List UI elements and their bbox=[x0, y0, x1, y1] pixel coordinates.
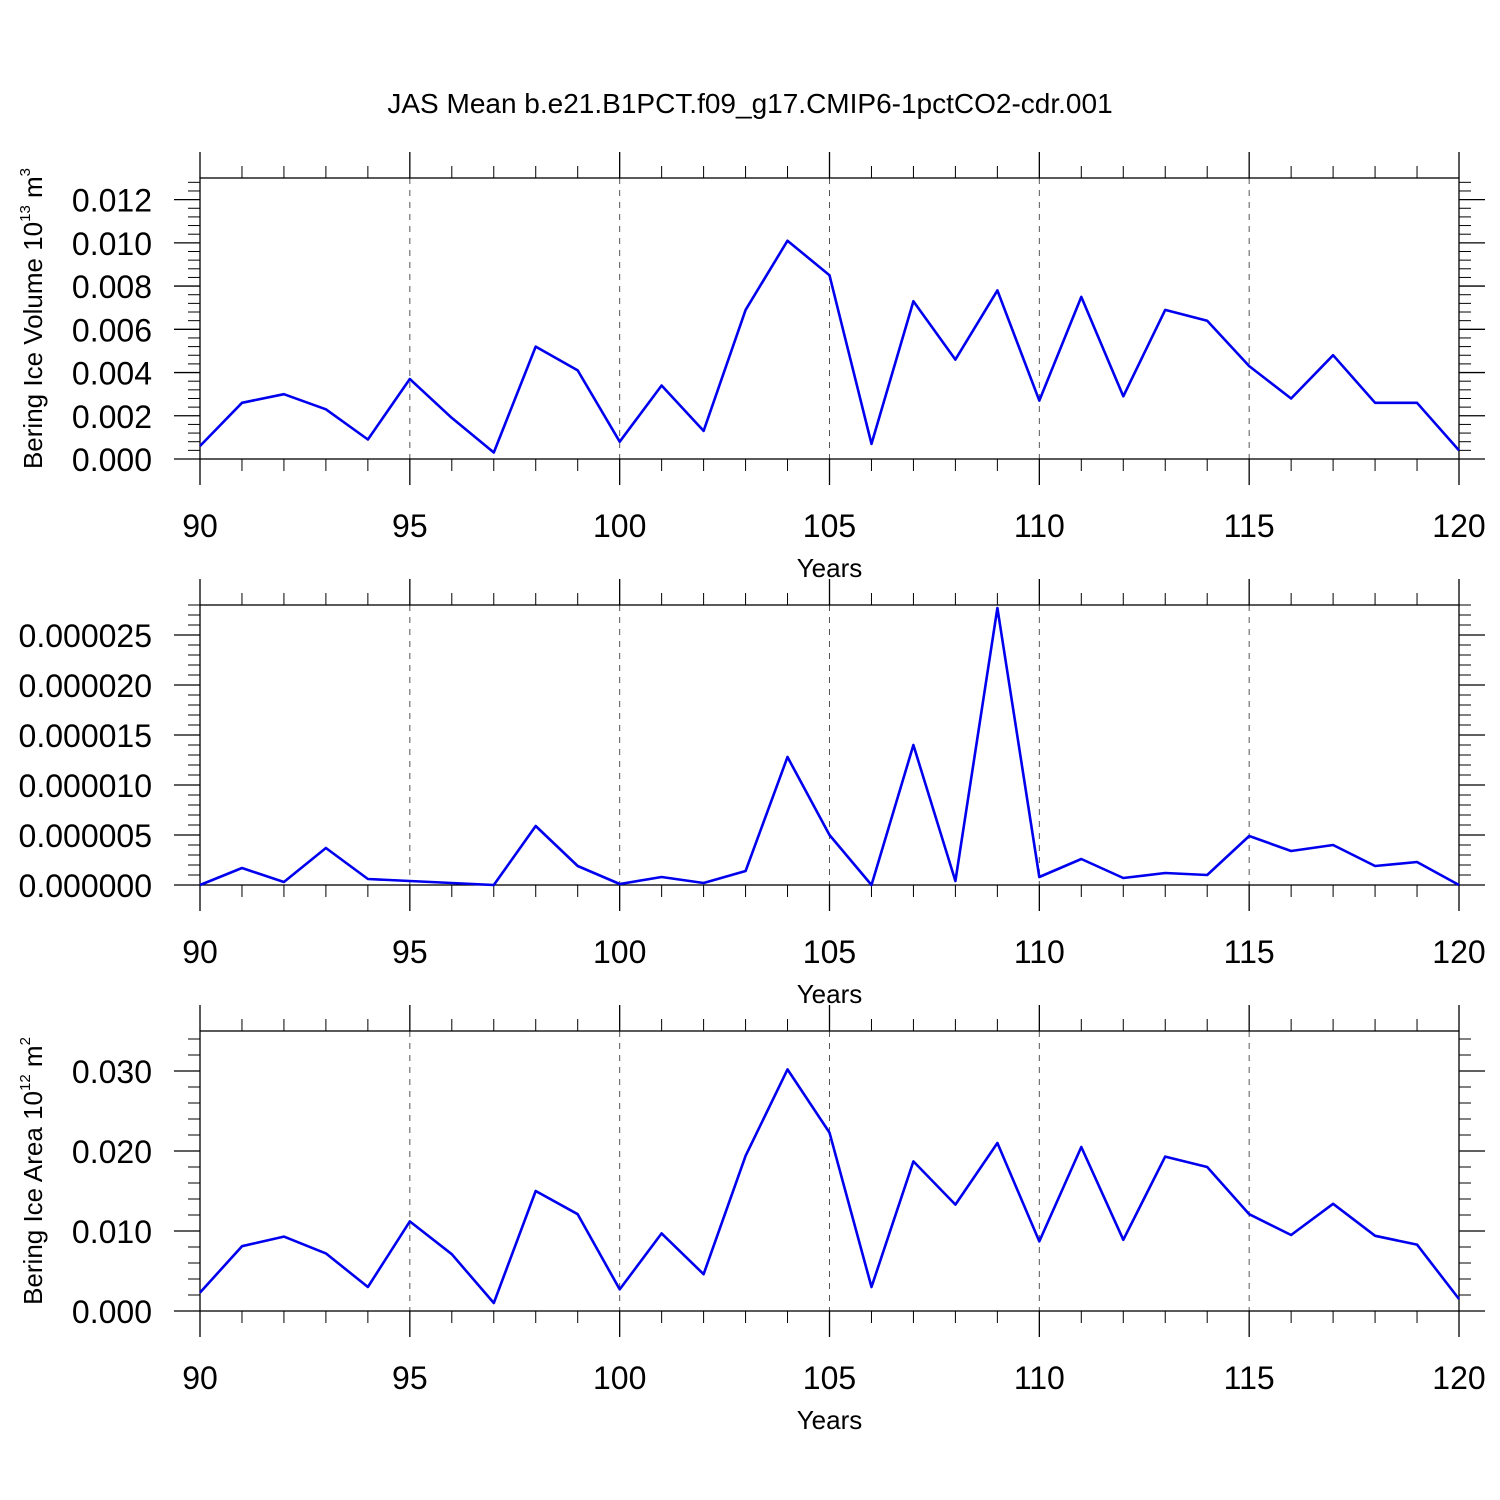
y-tick-label: 0.000 bbox=[72, 1294, 152, 1330]
y-tick-label: 0.002 bbox=[72, 399, 152, 435]
y-tick-label: 0.020 bbox=[72, 1134, 152, 1170]
y-axis-label-text: Bering Ice Area 10 bbox=[18, 1091, 48, 1305]
panel-ice-volume: 90 95 100 105 110 115 120 0.000 0.002 0.004 0.006 0… bbox=[17, 152, 1486, 583]
x-tick-label: 100 bbox=[593, 508, 646, 544]
chart-title: JAS Mean b.e21.B1PCT.f09_g17.CMIP6-1pctC… bbox=[387, 88, 1112, 119]
x-tick-label: 110 bbox=[1014, 934, 1065, 970]
x-tick-label: 90 bbox=[182, 1360, 218, 1396]
series-line bbox=[199, 239, 1460, 454]
panel-ice-area: 90 95 100 105 110 115 120 0.000 0.010 0.020 0.030 Y… bbox=[17, 1005, 1486, 1435]
y-tick-label: 0.012 bbox=[72, 183, 152, 219]
y-tick-label: 0.000025 bbox=[19, 618, 152, 654]
x-axis-label: Years bbox=[797, 553, 863, 583]
y-tick-label: 0.000 bbox=[72, 442, 152, 478]
y-tick-label: 0.000010 bbox=[19, 768, 152, 804]
series-line bbox=[199, 606, 1460, 887]
x-tick-label: 120 bbox=[1432, 1360, 1485, 1396]
y-axis-label-text: Bering Ice Volume 10 bbox=[18, 222, 48, 469]
y-tick-label: 0.000000 bbox=[19, 868, 152, 904]
y-tick-label: 0.030 bbox=[72, 1054, 152, 1090]
y-tick-label: 0.010 bbox=[72, 226, 152, 262]
y-tick-label: 0.006 bbox=[72, 312, 152, 348]
x-tick-label: 120 bbox=[1432, 508, 1485, 544]
y-tick-label: 0.004 bbox=[72, 356, 152, 392]
x-tick-label: 95 bbox=[392, 1360, 428, 1396]
x-tick-label: 105 bbox=[803, 508, 856, 544]
x-axis-label: Years bbox=[797, 1405, 863, 1435]
x-tick-label: 110 bbox=[1014, 508, 1065, 544]
x-axis-label: Years bbox=[797, 979, 863, 1009]
x-tick-label: 90 bbox=[182, 508, 218, 544]
y-tick-label: 0.008 bbox=[72, 269, 152, 305]
x-tick-label: 100 bbox=[593, 934, 646, 970]
x-tick-label: 105 bbox=[803, 1360, 856, 1396]
x-tick-label: 95 bbox=[392, 508, 428, 544]
y-axis-label-unit-exponent: 2 bbox=[17, 1037, 34, 1045]
x-tick-label: 90 bbox=[182, 934, 218, 970]
y-tick-label: 0.000015 bbox=[19, 718, 152, 754]
y-tick-label: 0.000020 bbox=[19, 668, 152, 704]
x-tick-label: 115 bbox=[1224, 934, 1275, 970]
x-tick-label: 110 bbox=[1014, 1360, 1065, 1396]
y-axis-label-unit: m bbox=[18, 176, 48, 205]
y-axis-label: Bering Ice Area 1012 m2 bbox=[17, 1037, 48, 1305]
series-line bbox=[199, 1068, 1461, 1305]
x-tick-label: 115 bbox=[1224, 1360, 1275, 1396]
x-tick-label: 115 bbox=[1224, 508, 1275, 544]
panel-ice-thickness: 90 95 100 105 110 115 120 0.000000 0.000005 0.000… bbox=[19, 579, 1486, 1009]
y-tick-label: 0.010 bbox=[72, 1214, 152, 1250]
x-tick-label: 95 bbox=[392, 934, 428, 970]
x-tick-label: 100 bbox=[593, 1360, 646, 1396]
y-axis-label: Bering Ice Volume 1013 m3 bbox=[17, 168, 48, 469]
x-tick-label: 120 bbox=[1432, 934, 1485, 970]
plot-frame bbox=[199, 177, 1460, 460]
y-axis-label-exponent: 13 bbox=[17, 205, 34, 222]
y-axis-label-unit-exponent: 3 bbox=[17, 168, 34, 176]
y-axis-label-unit: m bbox=[18, 1045, 48, 1074]
y-axis-label-exponent: 12 bbox=[17, 1074, 34, 1091]
y-tick-label: 0.000005 bbox=[19, 818, 152, 854]
x-tick-label: 105 bbox=[803, 934, 856, 970]
